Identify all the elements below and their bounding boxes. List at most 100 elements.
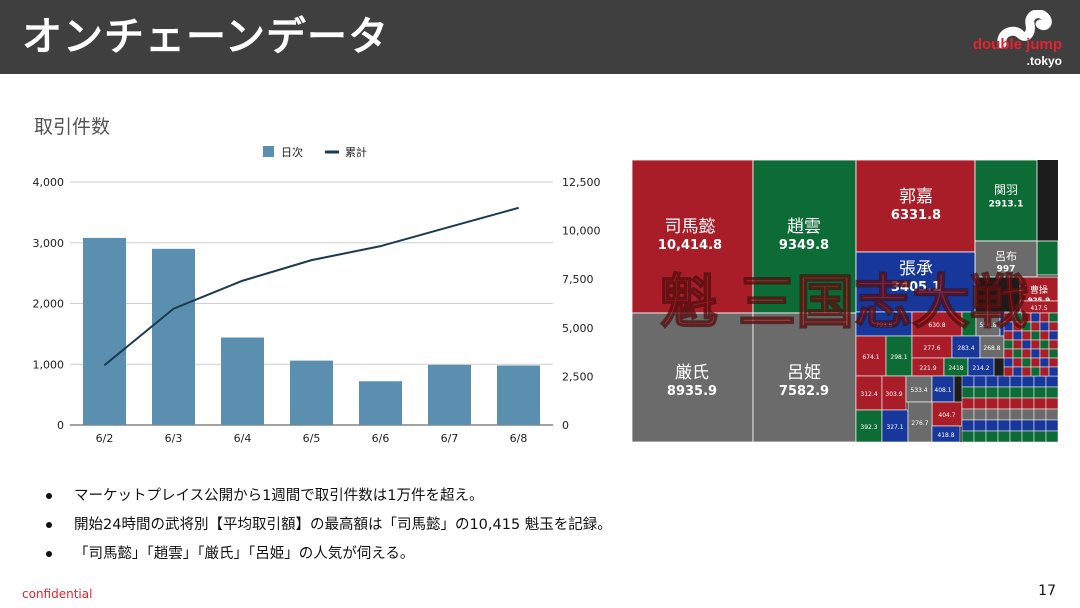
treemap-micro-tile	[1045, 386, 1058, 399]
x-tick-label: 6/4	[234, 432, 252, 445]
treemap-micro-tile	[1009, 375, 1023, 388]
treemap-micro-tile	[985, 386, 999, 399]
treemap-small-tile	[931, 425, 961, 442]
treemap-micro-tile	[1009, 430, 1023, 442]
treemap-tile-value: 10,414.8	[658, 238, 722, 253]
double-jump-logo: double jump .tokyo	[902, 10, 1062, 70]
treemap-micro-tile	[1039, 312, 1050, 323]
treemap-small-value: 221.9	[919, 365, 936, 372]
treemap-micro-tile	[1048, 321, 1058, 332]
bar-daily	[428, 364, 471, 425]
treemap-micro-tile	[1039, 366, 1050, 377]
slide-title: オンチェーンデータ	[22, 14, 389, 60]
treemap-tile-name: 張承	[899, 259, 933, 279]
treemap-small-value: 630.8	[928, 322, 945, 329]
treemap-micro-tile	[1009, 386, 1023, 399]
x-tick-label: 6/8	[510, 432, 528, 445]
treemap-small-value: 268.8	[983, 345, 1000, 352]
treemap-tile	[974, 160, 1038, 242]
line-point	[380, 245, 381, 247]
treemap-small-value: 303.9	[885, 391, 902, 398]
treemap-micro-tile	[1039, 348, 1050, 359]
treemap-micro-tile	[1030, 357, 1041, 368]
treemap-small-value: 554.8	[979, 322, 996, 329]
line-point	[449, 226, 450, 228]
treemap-small-value: 312.4	[860, 391, 877, 398]
treemap-tile-value: 925.9	[1028, 297, 1050, 305]
treemap-tile	[855, 160, 976, 253]
x-tick-label: 6/3	[165, 432, 183, 445]
treemap-tile-value: 7582.9	[779, 384, 829, 399]
treemap-micro-tile	[1021, 386, 1035, 399]
treemap-micro-tile	[1030, 366, 1041, 377]
treemap-micro-tile	[1021, 339, 1032, 350]
treemap-small-tile	[931, 401, 963, 427]
treemap-micro-tile	[961, 408, 975, 421]
y-left-tick-label: 0	[57, 419, 64, 432]
treemap-micro-tile	[1021, 397, 1035, 410]
treemap-micro-tile	[1021, 375, 1035, 388]
treemap-micro-tile	[1003, 366, 1014, 377]
treemap-micro-tile	[1030, 330, 1041, 341]
y-right-tick-label: 7,500	[562, 273, 594, 286]
summary-bullets: マーケットプレイス公開から1週間で取引件数は1万件を超え。 開始24時間の武将別…	[46, 486, 612, 573]
treemap-micro-tile	[1033, 419, 1047, 432]
bar-daily	[290, 360, 333, 425]
treemap-micro-tile	[1045, 408, 1058, 421]
treemap-micro-tile	[1021, 366, 1032, 377]
treemap-micro-tile	[1003, 339, 1014, 350]
treemap-tile-name: 厳氏	[675, 363, 709, 383]
treemap-micro-tile	[1012, 339, 1023, 350]
treemap-small-value: 214.2	[972, 365, 989, 372]
legend-swatch-daily	[263, 146, 274, 157]
treemap-tile-value: 2913.1	[989, 199, 1024, 209]
x-tick-label: 6/6	[372, 432, 390, 445]
treemap-micro-tile	[985, 430, 999, 442]
treemap-micro-tile	[973, 430, 987, 442]
treemap-micro-tile	[973, 408, 987, 421]
treemap-micro-tile	[961, 375, 975, 388]
treemap-tile-value: 9349.8	[779, 238, 829, 253]
legend-label-daily: 日次	[281, 145, 303, 159]
treemap-micro-tile	[1012, 348, 1023, 359]
treemap-small-value: 674.1	[862, 354, 879, 361]
treemap-micro-tile	[1009, 397, 1023, 410]
treemap-micro-tile	[973, 397, 987, 410]
y-right-tick-label: 10,000	[562, 225, 601, 238]
treemap-micro-tile	[1039, 357, 1050, 368]
treemap-small-value: 793.6	[875, 322, 892, 329]
bar-daily	[359, 381, 402, 425]
treemap-micro-tile	[1030, 348, 1041, 359]
treemap-small-value: 392.3	[860, 424, 877, 431]
line-point	[242, 280, 243, 282]
treemap-micro-tile	[1012, 357, 1023, 368]
treemap-small-value: 276.7	[911, 420, 928, 427]
treemap-tile	[632, 312, 754, 442]
treemap-micro-tile	[961, 397, 975, 410]
bullet-item: 「司馬懿」「趙雲」「厳氏」「呂姫」の人気が伺える。	[46, 544, 612, 573]
treemap-micro-tile	[1048, 366, 1058, 377]
treemap-tile	[1019, 276, 1058, 302]
treemap-tile-value: 3405.1	[891, 280, 941, 295]
treemap-micro-tile	[1048, 357, 1058, 368]
treemap-small-value: 298.1	[890, 354, 907, 361]
treemap-micro-tile	[985, 375, 999, 388]
bar-daily	[83, 237, 126, 425]
treemap-micro-tile	[1030, 339, 1041, 350]
treemap-small-value: 277.6	[923, 345, 940, 352]
treemap-tile-name: 関羽	[994, 183, 1018, 197]
treemap-small-tile	[905, 375, 933, 403]
treemap-micro-tile	[1033, 408, 1047, 421]
y-left-tick-label: 3,000	[33, 237, 65, 250]
treemap-small-value: 533.4	[910, 387, 927, 394]
logo-wordmark: double jump	[972, 36, 1062, 53]
x-tick-label: 6/2	[96, 432, 114, 445]
treemap-tile-name: 呂布	[995, 250, 1017, 263]
legend-label-cumulative: 累計	[345, 145, 367, 159]
treemap-micro-tile	[1033, 430, 1047, 442]
treemap-micro-tile	[961, 386, 975, 399]
treemap-micro-tile	[1003, 348, 1014, 359]
section-title: 取引件数	[34, 116, 111, 138]
treemap-tile-name: 曹操	[1030, 284, 1048, 296]
treemap-tile	[855, 251, 976, 313]
